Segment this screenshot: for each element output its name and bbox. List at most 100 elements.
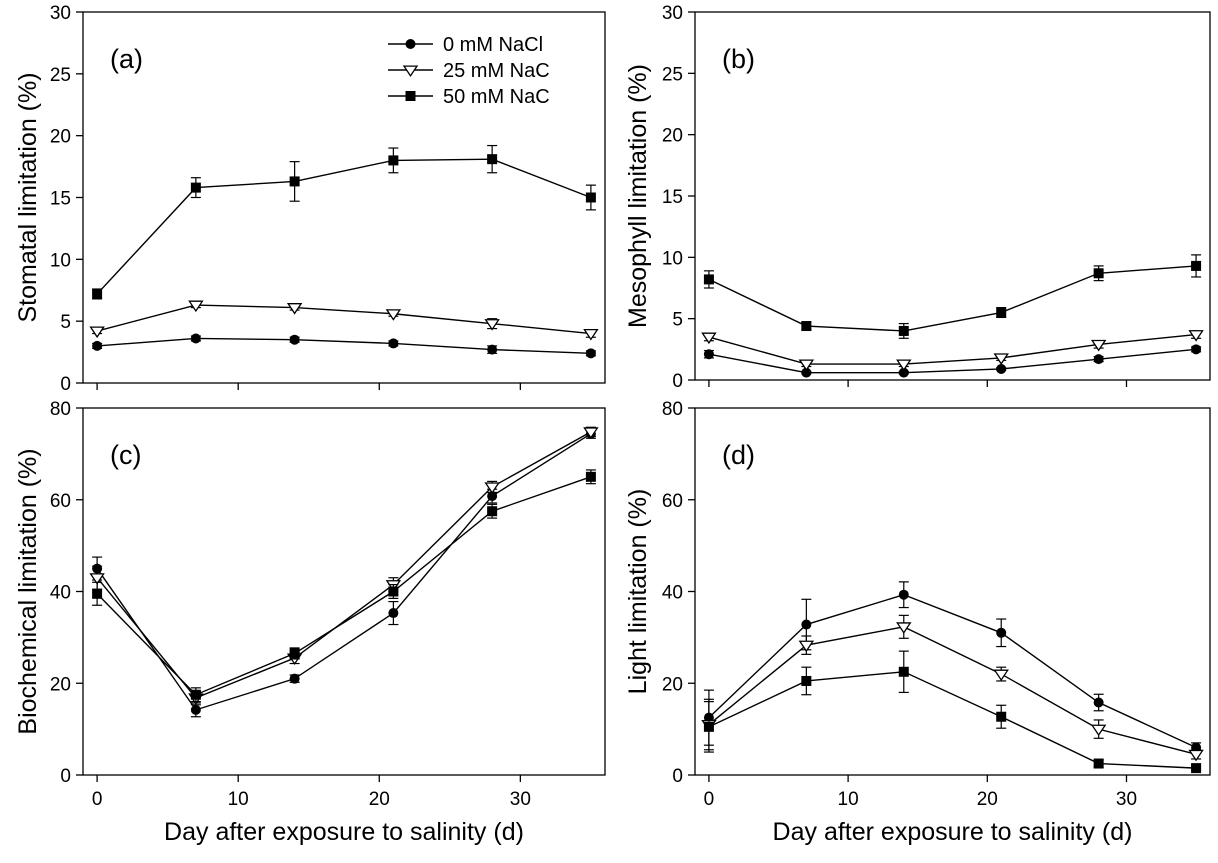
y-tick-label: 0 xyxy=(672,766,683,787)
y-tick-label: 20 xyxy=(662,674,683,695)
y-tick-label: 20 xyxy=(50,127,71,148)
data-point xyxy=(996,307,1007,318)
series-line xyxy=(96,431,592,699)
y-tick-label: 25 xyxy=(662,64,683,85)
series-line xyxy=(708,626,1197,756)
y-tick-label: 15 xyxy=(662,187,683,208)
panel-a: 0 5 10 15 20 25 30 Stomatal limitation (%) (a) 0 … xyxy=(14,3,606,395)
panel-label: (d) xyxy=(722,440,755,470)
data-point xyxy=(190,182,201,193)
y-tick-label: 20 xyxy=(50,674,71,695)
data-point xyxy=(1093,758,1104,769)
series-0 xyxy=(703,581,1202,753)
data-point xyxy=(898,367,909,378)
data-point xyxy=(1090,724,1107,737)
data-point xyxy=(1090,339,1107,352)
data-point xyxy=(1093,268,1104,279)
data-point xyxy=(92,588,103,599)
data-point xyxy=(993,669,1009,682)
data-point xyxy=(289,176,300,187)
x-tick-label: 10 xyxy=(228,789,249,810)
data-point xyxy=(801,675,812,686)
series-line xyxy=(96,304,591,335)
data-point xyxy=(487,344,498,355)
data-point xyxy=(487,154,498,165)
data-point xyxy=(798,359,815,372)
plot-frame xyxy=(694,407,1211,776)
data-point xyxy=(92,340,103,351)
plot-frame xyxy=(694,11,1211,381)
series-1 xyxy=(701,330,1204,372)
data-point xyxy=(703,721,714,732)
data-point xyxy=(487,506,498,517)
panel-label: (b) xyxy=(722,44,755,74)
y-tick-label: 20 xyxy=(662,126,683,147)
data-point xyxy=(487,491,498,502)
y-tick-label: 40 xyxy=(50,583,71,604)
panel-label: (a) xyxy=(110,44,143,74)
x-tick-label: 10 xyxy=(838,789,859,810)
data-point xyxy=(190,333,201,344)
data-point xyxy=(484,319,500,331)
y-tick-label: 0 xyxy=(60,766,71,787)
y-tick-label: 15 xyxy=(50,189,71,210)
series-line xyxy=(708,593,1197,749)
data-point xyxy=(703,274,714,285)
data-point xyxy=(701,332,717,345)
series-2 xyxy=(92,144,596,300)
data-point xyxy=(190,689,201,700)
plot-frame xyxy=(82,407,606,776)
series-line xyxy=(708,333,1197,365)
data-point xyxy=(996,363,1007,374)
y-axis-label: Stomatal limitation (%) xyxy=(14,72,42,322)
y-tick-label: 30 xyxy=(662,3,683,24)
data-point xyxy=(585,471,596,482)
data-point xyxy=(289,648,300,659)
data-point xyxy=(1093,697,1104,708)
series-line xyxy=(96,476,592,696)
panel-c: 0 20 40 60 80 0 10 20 30 Biochemical limitation (… xyxy=(14,399,606,846)
x-axis-label: Day after exposure to salinity (d) xyxy=(164,818,524,846)
x-tick-label: 20 xyxy=(977,789,998,810)
series-line xyxy=(96,158,592,295)
y-tick-label: 25 xyxy=(50,65,71,86)
x-tick-label: 0 xyxy=(704,789,715,810)
y-tick-label: 5 xyxy=(60,312,71,333)
series-1 xyxy=(89,426,599,706)
series-2 xyxy=(703,650,1202,774)
series-1 xyxy=(701,614,1204,762)
y-tick-label: 80 xyxy=(662,399,683,420)
panel-label: (c) xyxy=(110,440,141,470)
data-point xyxy=(190,704,201,715)
data-point xyxy=(896,622,912,634)
data-point xyxy=(801,367,812,378)
series-line xyxy=(708,348,1197,374)
data-point xyxy=(898,589,909,600)
data-point xyxy=(798,640,815,653)
series-0 xyxy=(703,344,1202,378)
y-tick-label: 60 xyxy=(50,491,71,512)
data-point xyxy=(1191,260,1202,271)
y-tick-label: 10 xyxy=(50,250,71,271)
data-point xyxy=(585,192,596,203)
y-axis-label: Mesophyll limitation (%) xyxy=(624,64,652,328)
data-point xyxy=(583,427,599,439)
y-tick-label: 5 xyxy=(672,310,683,331)
y-tick-label: 60 xyxy=(662,491,683,512)
legend: 0 mM NaCl 25 mM NaC 50 mM NaC xyxy=(388,34,550,108)
data-point xyxy=(286,303,303,315)
data-point xyxy=(388,586,399,597)
data-point xyxy=(996,711,1007,722)
y-axis-label: Light limitation (%) xyxy=(624,489,652,695)
series-line xyxy=(96,433,592,711)
legend-entry: 25 mM NaC xyxy=(443,60,550,82)
legend-entry: 50 mM NaC xyxy=(443,86,550,108)
data-point xyxy=(583,328,599,341)
data-point xyxy=(1191,763,1202,774)
y-axis-label: Biochemical limitation (%) xyxy=(14,448,42,734)
x-tick-label: 0 xyxy=(92,789,103,810)
y-tick-label: 40 xyxy=(662,583,683,604)
y-tick-label: 0 xyxy=(672,371,683,392)
